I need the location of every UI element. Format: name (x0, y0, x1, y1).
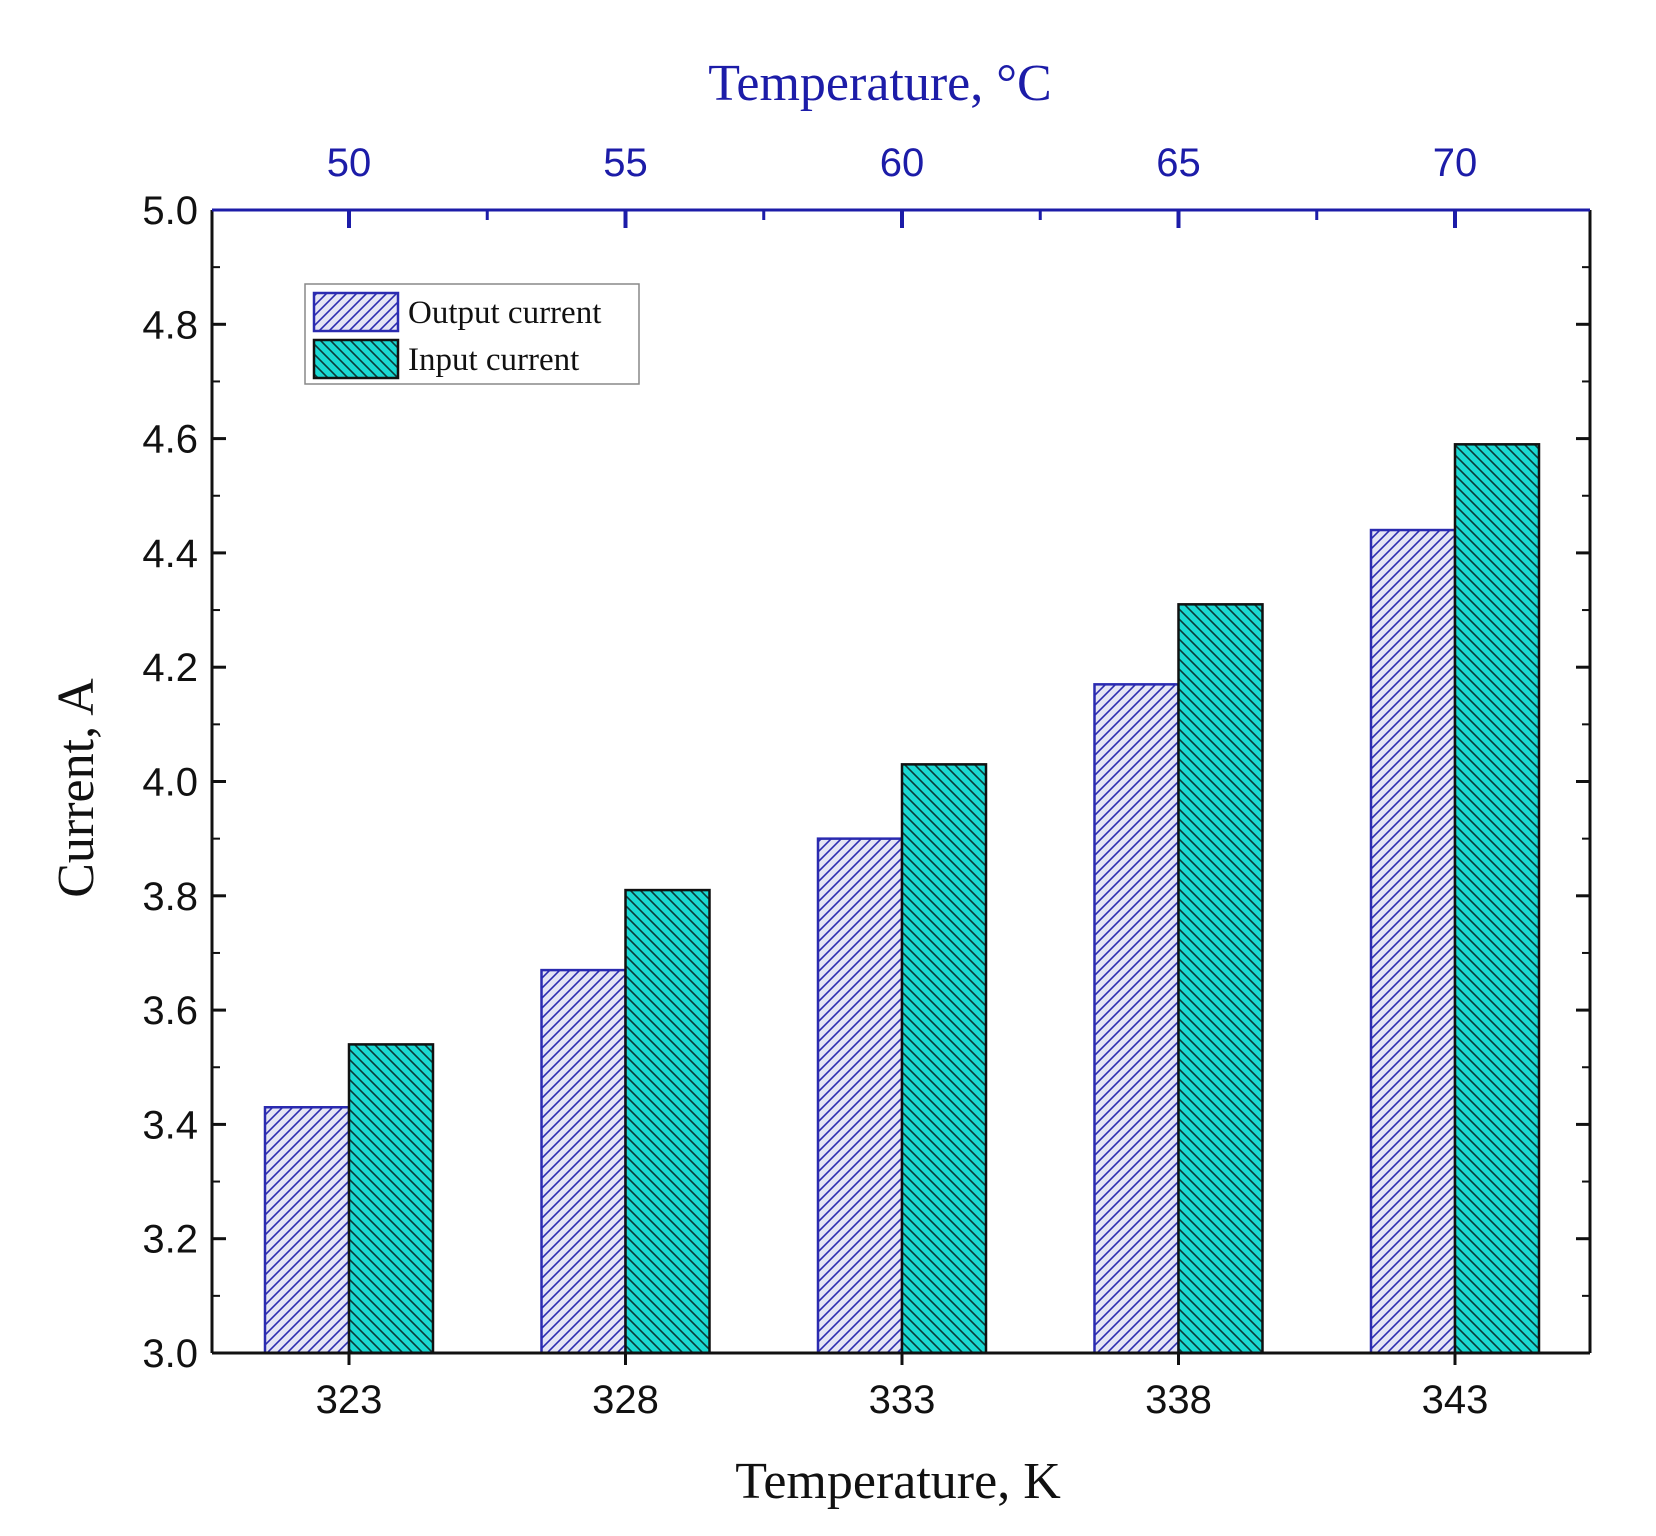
y-tick-label: 4.6 (142, 418, 198, 462)
bar-output-current (816, 837, 904, 1355)
legend: Output current Input current (304, 283, 640, 385)
top-tick-label: 65 (1156, 141, 1201, 185)
y-tick-label: 4.4 (142, 532, 198, 576)
bar-input-current (1177, 603, 1264, 1355)
x-axis-title: Temperature, K (735, 1453, 1061, 1510)
bar-series (263, 443, 1541, 1355)
y-tick-label: 5.0 (142, 189, 198, 233)
bar-output-current (540, 968, 627, 1355)
y-tick-label: 4.2 (142, 646, 198, 690)
bar-output-current (1369, 528, 1457, 1355)
bar-input-current (347, 1043, 435, 1355)
legend-swatch-output (312, 291, 400, 333)
y-tick-label: 3.0 (142, 1332, 198, 1376)
bar-input-current (900, 763, 988, 1355)
legend-label-input: Input current (408, 342, 579, 378)
top-tick-label: 50 (327, 141, 372, 185)
x-tick-label: 328 (592, 1378, 659, 1422)
x-tick-label: 333 (869, 1378, 936, 1422)
x-tick-label: 338 (1145, 1378, 1212, 1422)
y-tick-label: 3.4 (142, 1103, 198, 1147)
top-axis-title: Temperature, °C (708, 55, 1051, 112)
bar-input-current (624, 888, 711, 1355)
y-tick-label: 4.0 (142, 761, 198, 805)
y-tick-label: 4.8 (142, 303, 198, 347)
top-tick-label: 55 (603, 141, 648, 185)
top-axis-ticks: 50 55 60 65 70 (327, 141, 1478, 228)
bar-output-current (263, 1106, 351, 1355)
y-axis-title: Current, A (48, 678, 105, 898)
legend-swatch-input (312, 338, 400, 380)
x-axis-ticks: 323 328 333 338 343 (316, 1353, 1489, 1422)
bar-input-current (1453, 443, 1541, 1355)
top-tick-label: 70 (1433, 141, 1478, 185)
top-tick-label: 60 (880, 141, 925, 185)
bar-output-current (1093, 683, 1180, 1355)
y-axis-ticks: 3.0 3.2 3.4 3.6 3.8 4.0 4.2 4.4 4.6 4.8 5.0 (142, 189, 1590, 1376)
y-tick-label: 3.6 (142, 989, 198, 1033)
x-tick-label: 343 (1422, 1378, 1489, 1422)
legend-label-output: Output current (408, 295, 601, 331)
y-tick-label: 3.2 (142, 1218, 198, 1262)
y-tick-label: 3.8 (142, 875, 198, 919)
x-tick-label: 323 (316, 1378, 383, 1422)
